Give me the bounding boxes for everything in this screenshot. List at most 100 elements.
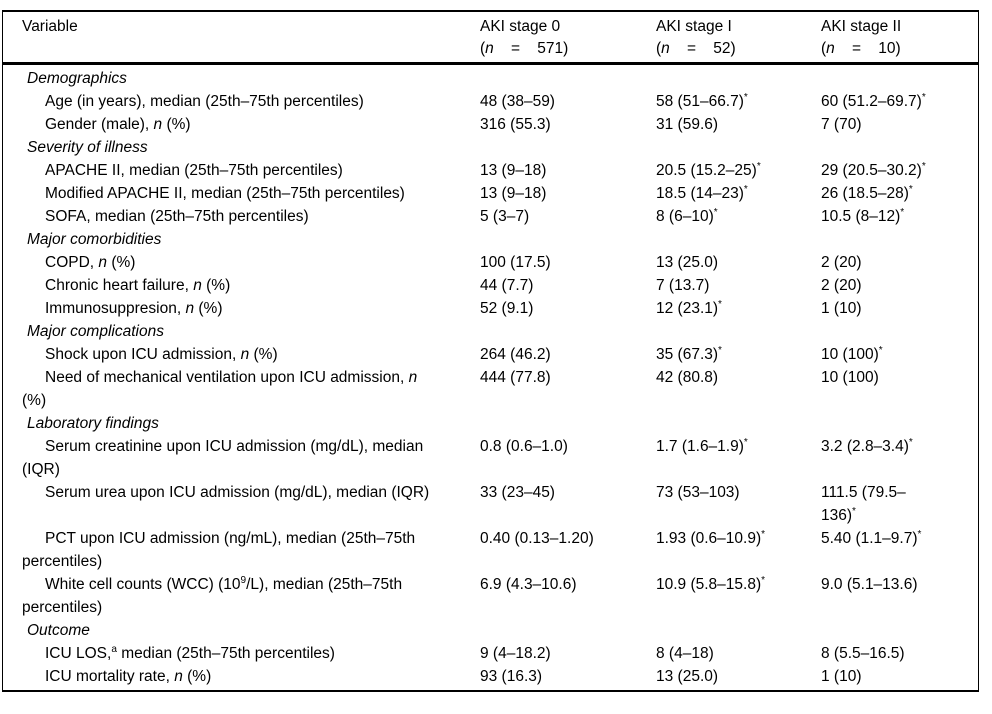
cell-value: 264 (46.2) (480, 346, 551, 363)
cell-value: 1.7 (1.6–1.9)* (656, 436, 748, 455)
cell-value: 33 (23–45) (480, 484, 555, 501)
column-header-aki-stage-2: AKI stage II (n = 10) (821, 12, 978, 65)
row-label: Shock upon ICU admission, n (%) (45, 346, 278, 363)
clinical-table-frame: Variable AKI stage 0 (n = 571) AKI stage… (2, 10, 979, 692)
cell-value: 13 (9–18) (480, 185, 547, 202)
cell-value: 42 (80.8) (656, 369, 719, 386)
table-row: COPD, n (%) 100 (17.5) 13 (25.0) 2 (20) (3, 251, 978, 274)
cell-value: 10 (100)* (821, 344, 883, 363)
cell-value: 111.5 (79.5– 136)* (821, 484, 906, 524)
section-title: Outcome (27, 622, 90, 639)
table-row: PCT upon ICU admission (ng/mL), median (… (3, 527, 978, 573)
section-title: Major comorbidities (27, 231, 162, 248)
row-label: Serum urea upon ICU admission (mg/dL), m… (45, 484, 430, 501)
cell-value: 31 (59.6) (656, 116, 719, 133)
cell-value: 0.40 (0.13–1.20) (480, 530, 594, 547)
header-row: Variable AKI stage 0 (n = 571) AKI stage… (3, 12, 978, 65)
column-header-n: (n = 10) (821, 40, 901, 57)
row-label: Age (in years), median (25th–75th percen… (45, 93, 364, 110)
section-title: Demographics (27, 70, 127, 87)
cell-value: 12 (23.1)* (656, 298, 722, 317)
cell-value: 44 (7.7) (480, 277, 534, 294)
row-label: Chronic heart failure, n (%) (45, 277, 231, 294)
section-row-comorbidities: Major comorbidities (3, 228, 978, 251)
column-header-n: (n = 571) (480, 40, 569, 57)
cell-value: 58 (51–66.7)* (656, 91, 748, 110)
cell-value: 8 (6–10)* (656, 206, 718, 225)
row-label: Need of mechanical ventilation upon ICU … (22, 369, 418, 409)
table-row: ICU LOS,a median (25th–75th percentiles)… (3, 642, 978, 665)
section-row-outcome: Outcome (3, 619, 978, 642)
table-row: APACHE II, median (25th–75th percentiles… (3, 159, 978, 182)
column-header-aki-stage-0: AKI stage 0 (n = 571) (480, 12, 656, 65)
cell-value: 1 (10) (821, 300, 862, 317)
cell-value: 9.0 (5.1–13.6) (821, 576, 918, 593)
section-row-laboratory: Laboratory findings (3, 412, 978, 435)
table-row: SOFA, median (25th–75th percentiles) 5 (… (3, 205, 978, 228)
cell-value: 10 (100) (821, 369, 879, 386)
cell-value: 5.40 (1.1–9.7)* (821, 528, 922, 547)
cell-value: 48 (38–59) (480, 93, 555, 110)
section-row-demographics: Demographics (3, 64, 978, 91)
cell-value: 316 (55.3) (480, 116, 551, 133)
cell-value: 52 (9.1) (480, 300, 534, 317)
table-row: Gender (male), n (%) 316 (55.3) 31 (59.6… (3, 113, 978, 136)
cell-value: 1.93 (0.6–10.9)* (656, 528, 766, 547)
table-row: Modified APACHE II, median (25th–75th pe… (3, 182, 978, 205)
cell-value: 26 (18.5–28)* (821, 183, 913, 202)
cell-value: 13 (9–18) (480, 162, 547, 179)
row-label: White cell counts (WCC) (109/L), median … (22, 574, 403, 616)
column-header-variable: Variable (3, 12, 480, 65)
cell-value: 10.5 (8–12)* (821, 206, 905, 225)
cell-value: 5 (3–7) (480, 208, 530, 225)
cell-value: 3.2 (2.8–3.4)* (821, 436, 913, 455)
column-header-title: AKI stage 0 (480, 18, 561, 35)
table-row: Need of mechanical ventilation upon ICU … (3, 366, 978, 412)
column-header-title: AKI stage I (656, 18, 732, 35)
cell-value: 60 (51.2–69.7)* (821, 91, 926, 110)
cell-value: 0.8 (0.6–1.0) (480, 438, 568, 455)
section-row-complications: Major complications (3, 320, 978, 343)
table-row: Age (in years), median (25th–75th percen… (3, 90, 978, 113)
cell-value: 13 (25.0) (656, 668, 719, 685)
column-header-n: (n = 52) (656, 40, 736, 57)
cell-value: 2 (20) (821, 254, 862, 271)
row-label: PCT upon ICU admission (ng/mL), median (… (22, 530, 416, 570)
section-row-severity: Severity of illness (3, 136, 978, 159)
cell-value: 8 (5.5–16.5) (821, 645, 905, 662)
row-label: APACHE II, median (25th–75th percentiles… (45, 162, 343, 179)
table-row: Serum creatinine upon ICU admission (mg/… (3, 435, 978, 481)
table-body: Demographics Age (in years), median (25t… (3, 64, 978, 691)
column-header-title: AKI stage II (821, 18, 902, 35)
section-title: Laboratory findings (27, 415, 159, 432)
cell-value: 13 (25.0) (656, 254, 719, 271)
cell-value: 6.9 (4.3–10.6) (480, 576, 577, 593)
aki-stages-table: Variable AKI stage 0 (n = 571) AKI stage… (3, 12, 978, 690)
row-label: ICU mortality rate, n (%) (45, 668, 212, 685)
row-label: SOFA, median (25th–75th percentiles) (45, 208, 309, 225)
cell-value: 9 (4–18.2) (480, 645, 551, 662)
table-row: Serum urea upon ICU admission (mg/dL), m… (3, 481, 978, 527)
cell-value: 73 (53–103) (656, 484, 740, 501)
table-row: White cell counts (WCC) (109/L), median … (3, 573, 978, 619)
cell-value: 35 (67.3)* (656, 344, 722, 363)
table-header: Variable AKI stage 0 (n = 571) AKI stage… (3, 12, 978, 65)
table-row: Chronic heart failure, n (%) 44 (7.7) 7 … (3, 274, 978, 297)
cell-value: 7 (13.7) (656, 277, 710, 294)
section-title: Major complications (27, 323, 164, 340)
row-label: Immunosuppresion, n (%) (45, 300, 223, 317)
cell-value: 29 (20.5–30.2)* (821, 160, 926, 179)
cell-value: 2 (20) (821, 277, 862, 294)
cell-value: 18.5 (14–23)* (656, 183, 748, 202)
table-row: ICU mortality rate, n (%) 93 (16.3) 13 (… (3, 665, 978, 690)
cell-value: 100 (17.5) (480, 254, 551, 271)
row-label: Serum creatinine upon ICU admission (mg/… (22, 438, 424, 478)
cell-value: 8 (4–18) (656, 645, 714, 662)
cell-value: 93 (16.3) (480, 668, 543, 685)
cell-value: 1 (10) (821, 668, 862, 685)
section-title: Severity of illness (27, 139, 148, 156)
table-row: Shock upon ICU admission, n (%) 264 (46.… (3, 343, 978, 366)
cell-value: 10.9 (5.8–15.8)* (656, 574, 766, 593)
cell-value: 444 (77.8) (480, 369, 551, 386)
column-header-aki-stage-1: AKI stage I (n = 52) (656, 12, 821, 65)
